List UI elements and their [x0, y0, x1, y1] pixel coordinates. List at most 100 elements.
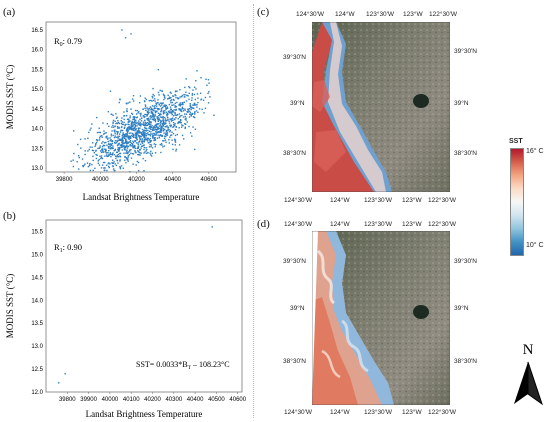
- scatter-point: [165, 132, 167, 134]
- scatter-point: [154, 104, 156, 107]
- map-d-bottom-tick: 124°30'W: [284, 409, 313, 416]
- scatter-point: [110, 143, 112, 145]
- scatter-point: [125, 123, 127, 126]
- scatter-point: [145, 147, 147, 149]
- scatter-point: [111, 142, 114, 145]
- map-d-bottom-tick: 123°30'W: [364, 409, 393, 416]
- scatter-point: [151, 105, 154, 107]
- scatter-point: [164, 116, 166, 119]
- scatter-point: [111, 147, 114, 149]
- scatter-point: [116, 133, 119, 135]
- scatter-point: [145, 139, 148, 141]
- scatter-point: [171, 117, 174, 119]
- scatter-point: [167, 119, 169, 121]
- scatter-point: [192, 107, 195, 110]
- scatter-point: [163, 105, 165, 107]
- scatter-point: [194, 128, 197, 130]
- scatter-point: [128, 154, 131, 156]
- scatter-point: [102, 150, 104, 152]
- scatter-point: [116, 122, 119, 125]
- scatter-point: [116, 140, 119, 143]
- scatter-point: [147, 117, 149, 120]
- scatter-point: [109, 153, 111, 155]
- scatter-point: [149, 106, 152, 108]
- scatter-point: [169, 110, 171, 112]
- scatter-point: [114, 133, 116, 135]
- scatter-point: [135, 113, 138, 115]
- scatter-point: [190, 115, 192, 117]
- x-tick-label: 40100: [123, 397, 140, 403]
- scatter-point: [168, 122, 171, 124]
- scatter-point: [112, 145, 114, 147]
- scatter-point: [149, 140, 152, 142]
- x-tick-label: 40600: [201, 177, 218, 183]
- map-d-top-tick: 124°W: [330, 221, 350, 228]
- scatter-point: [126, 130, 128, 132]
- scatter-point: [190, 108, 192, 111]
- scatter-point: [154, 120, 157, 123]
- scatter-point: [109, 137, 111, 139]
- scatter-point: [163, 110, 165, 112]
- scatter-point: [154, 115, 156, 117]
- map-d-left-tick: 39°30'N: [283, 258, 306, 265]
- scatter-point: [184, 127, 186, 130]
- scatter-point: [185, 100, 188, 102]
- scatter-point: [150, 121, 152, 123]
- scatter-point: [129, 101, 131, 103]
- scatter-point: [91, 149, 94, 152]
- scatter-point: [97, 162, 99, 164]
- scatter-point: [107, 140, 109, 143]
- scatter-point: [172, 98, 175, 101]
- scatter-point: [175, 150, 177, 152]
- scatter-point: [124, 140, 127, 142]
- scatter-point: [130, 124, 133, 126]
- scatter-point: [98, 139, 101, 141]
- x-tick-label: 40600: [229, 397, 246, 403]
- scatter-point: [126, 140, 128, 143]
- scatter-point: [161, 90, 163, 92]
- scatter-point: [132, 134, 135, 137]
- scatter-point: [162, 117, 165, 119]
- scatter-point: [128, 136, 130, 139]
- y-tick-label: 13.5: [31, 321, 43, 327]
- scatter-point: [122, 143, 124, 145]
- panel-divider: [253, 4, 254, 418]
- scatter-point: [174, 105, 177, 107]
- scatter-point: [100, 151, 103, 154]
- scatter-point: [130, 108, 132, 110]
- y-tick-label: 15.0: [31, 87, 43, 93]
- scatter-point: [125, 115, 128, 117]
- scatter-point: [162, 113, 165, 115]
- map-c-top-tick: 124°30'W: [296, 11, 325, 18]
- scatter-point: [152, 109, 154, 112]
- scatter-point: [163, 145, 166, 147]
- scatter-point: [197, 101, 199, 104]
- scatter-point: [97, 147, 99, 150]
- scatter-point: [83, 164, 85, 167]
- scatter-point: [118, 133, 121, 135]
- scatter-point: [137, 146, 140, 148]
- ocean-eddies-d: [316, 249, 336, 305]
- scatter-point: [161, 144, 163, 146]
- scatter-point: [102, 161, 105, 164]
- scatter-point: [128, 127, 131, 129]
- map-c-top-tick: 124°W: [335, 11, 355, 18]
- scatter-point: [124, 124, 126, 126]
- scatter-point: [171, 139, 173, 141]
- scatter-point: [132, 145, 134, 147]
- y-tick-label: 16.0: [31, 48, 43, 54]
- scatter-point: [119, 139, 121, 142]
- scatter-point: [167, 126, 169, 128]
- scatter-point: [156, 110, 158, 113]
- scatter-point: [160, 128, 162, 131]
- scatter-point: [153, 117, 156, 119]
- scatter-point: [104, 161, 106, 164]
- scatter-point: [135, 164, 137, 166]
- scatter-point: [166, 115, 168, 117]
- scatter-point: [134, 144, 136, 147]
- scatter-point: [136, 136, 138, 139]
- sst-colorbar: [510, 148, 524, 256]
- scatter-point: [192, 112, 194, 115]
- scatter-point: [144, 97, 146, 99]
- scatter-point: [93, 152, 96, 154]
